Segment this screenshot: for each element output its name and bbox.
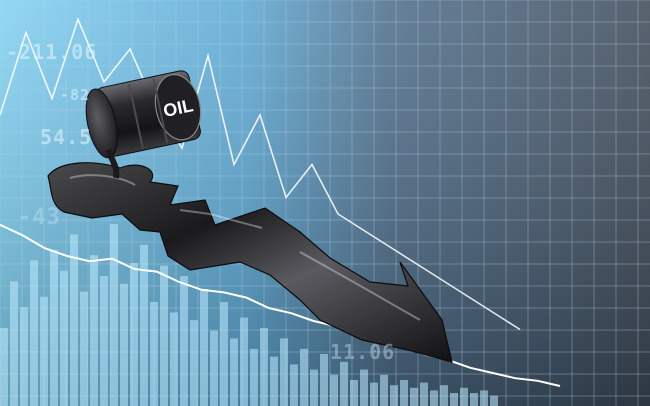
volume-bar	[270, 356, 278, 406]
volume-bar	[360, 369, 368, 406]
volume-bar	[50, 250, 58, 406]
ticker-5: 11.06	[330, 340, 396, 364]
volume-bar	[300, 348, 308, 406]
volume-bar	[40, 296, 48, 406]
volume-bar	[330, 374, 338, 406]
volume-bar	[0, 328, 8, 406]
volume-bar	[430, 390, 438, 406]
volume-bar	[10, 281, 18, 406]
volume-bar	[160, 265, 168, 406]
falling-oil-arrow	[47, 162, 453, 363]
volume-bar	[220, 302, 228, 406]
volume-bar	[260, 328, 268, 406]
ticker-1: -211.06	[6, 40, 98, 64]
oil-barrel: OIL	[85, 70, 202, 159]
volume-bar	[320, 354, 328, 406]
volume-bar	[200, 289, 208, 406]
ticker-2: -82	[60, 86, 91, 104]
volume-bar	[90, 255, 98, 406]
volume-bar	[490, 395, 498, 406]
volume-bar	[140, 244, 148, 406]
volume-bar	[70, 234, 78, 406]
volume-bar	[420, 382, 428, 406]
volume-bar	[190, 320, 198, 406]
ticker-4: -43	[18, 205, 61, 230]
volume-bar	[100, 276, 108, 406]
volume-bar	[350, 380, 358, 406]
volume-bar	[410, 387, 418, 406]
volume-bar	[400, 380, 408, 406]
volume-bar	[390, 385, 398, 406]
volume-bar	[130, 263, 138, 406]
volume-bar	[80, 291, 88, 406]
volume-bar	[440, 385, 448, 406]
volume-bar	[370, 382, 378, 406]
volume-bar	[290, 364, 298, 406]
volume-bar	[110, 224, 118, 406]
volume-bar	[30, 260, 38, 406]
volume-bar	[280, 338, 288, 406]
volume-bar	[250, 348, 258, 406]
volume-bar	[450, 393, 458, 406]
volume-bar	[120, 283, 128, 406]
volume-bar	[210, 330, 218, 406]
ticker-3: 54.5	[40, 125, 93, 149]
volume-bar	[480, 390, 488, 406]
volume-bar	[60, 270, 68, 406]
volume-bar	[380, 374, 388, 406]
volume-bar	[20, 307, 28, 406]
volume-bar	[240, 317, 248, 406]
volume-bar	[170, 312, 178, 406]
volume-bar	[460, 387, 468, 406]
volume-bar	[230, 338, 238, 406]
volume-bar	[340, 361, 348, 406]
volume-bar	[310, 369, 318, 406]
volume-bar	[150, 302, 158, 406]
volume-bar	[470, 393, 478, 406]
volume-bar	[180, 276, 188, 406]
